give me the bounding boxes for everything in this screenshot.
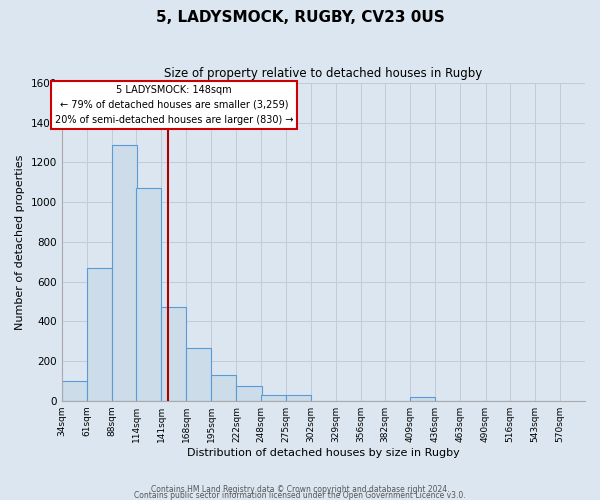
- Bar: [211, 375, 236, 400]
- Text: Contains HM Land Registry data © Crown copyright and database right 2024.: Contains HM Land Registry data © Crown c…: [151, 484, 449, 494]
- Bar: [410, 396, 436, 400]
- Bar: [87, 268, 112, 400]
- Bar: [112, 144, 137, 400]
- Text: 5 LADYSMOCK: 148sqm
← 79% of detached houses are smaller (3,259)
20% of semi-det: 5 LADYSMOCK: 148sqm ← 79% of detached ho…: [55, 85, 293, 124]
- Title: Size of property relative to detached houses in Rugby: Size of property relative to detached ho…: [164, 68, 482, 80]
- Bar: [136, 188, 161, 400]
- Bar: [62, 381, 87, 400]
- Text: Contains public sector information licensed under the Open Government Licence v3: Contains public sector information licen…: [134, 490, 466, 500]
- Text: 5, LADYSMOCK, RUGBY, CV23 0US: 5, LADYSMOCK, RUGBY, CV23 0US: [155, 10, 445, 25]
- Bar: [186, 348, 211, 401]
- Y-axis label: Number of detached properties: Number of detached properties: [15, 154, 25, 330]
- X-axis label: Distribution of detached houses by size in Rugby: Distribution of detached houses by size …: [187, 448, 460, 458]
- Bar: [236, 386, 262, 400]
- Bar: [260, 395, 286, 400]
- Bar: [286, 395, 311, 400]
- Bar: [161, 308, 186, 400]
